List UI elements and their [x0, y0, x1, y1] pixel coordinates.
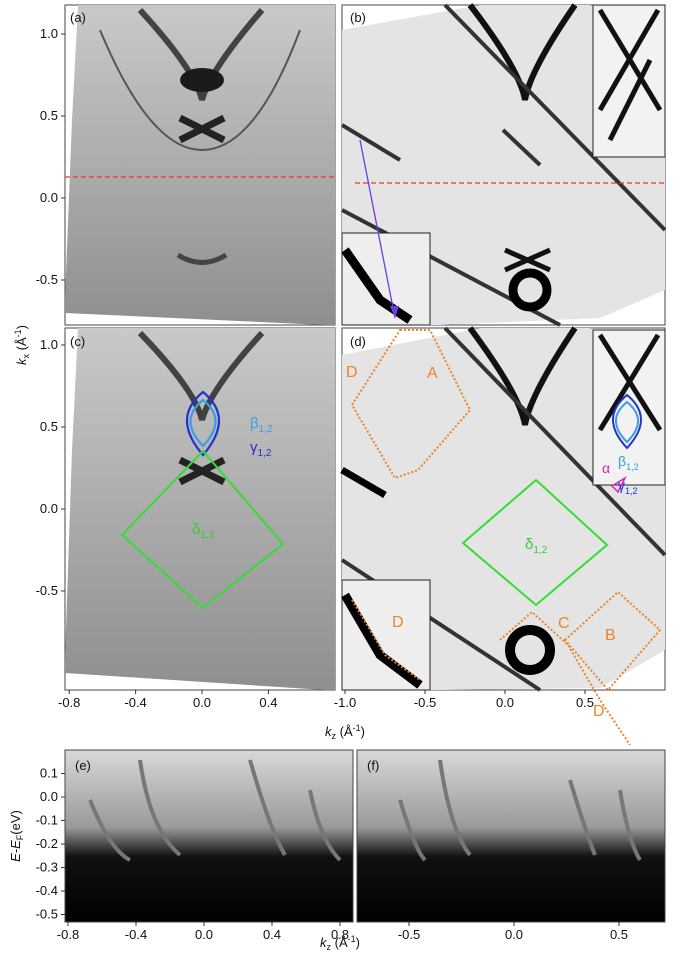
y-tick-label: -0.5 — [36, 907, 58, 922]
beta-sub: 1,2 — [626, 462, 639, 472]
delta-label: δ1,2 — [525, 536, 548, 556]
y-tick-label: 0.5 — [40, 419, 58, 434]
region-label: D — [346, 364, 358, 381]
axis-sub: x — [21, 353, 31, 358]
x-tick-label: -0.8 — [57, 927, 79, 942]
x-tick-label: -0.5 — [414, 695, 436, 710]
y-tick-label: -0.2 — [36, 836, 58, 851]
axis-unit: (eV) — [8, 810, 23, 835]
beta-symbol: β — [250, 415, 259, 432]
y-tick-label: -0.1 — [36, 813, 58, 828]
panel-label: (c) — [70, 334, 85, 349]
region-label: D — [593, 703, 605, 720]
panel-label: (b) — [350, 10, 366, 25]
region-label: C — [558, 615, 570, 632]
panel-c: (c) β1,2 γ1,2 δ1,2 — [64, 327, 336, 691]
beta-label: β1,2 — [618, 453, 639, 472]
x-tick-label: -0.4 — [125, 927, 147, 942]
panel-label: (a) — [70, 10, 86, 25]
x-tick-label: 0.5 — [576, 695, 594, 710]
x-tick-label: 0.0 — [193, 695, 211, 710]
beta-symbol: β — [618, 453, 626, 469]
gamma-sub: 1,2 — [625, 486, 638, 496]
x-tick-label: 0.8 — [331, 927, 349, 942]
panel-label: (f) — [367, 758, 379, 773]
axis-unit: ) — [361, 724, 365, 739]
region-label: B — [605, 627, 616, 644]
panel-d: (d) D A D C B D α β1,2 γ1,2 δ1,2 — [340, 326, 667, 746]
delta-sub: 1,2 — [200, 530, 214, 541]
x-tick-label: 0.4 — [259, 695, 277, 710]
panel-b: (b) — [340, 3, 667, 327]
axis-unit: (Å — [336, 724, 353, 739]
axis-symbol: E-E — [8, 840, 23, 862]
delta-label: δ1,2 — [192, 521, 215, 541]
x-tick-label: 0.5 — [610, 927, 628, 942]
x-tick-label: -1.0 — [334, 695, 356, 710]
y-tick-label: 0.0 — [40, 501, 58, 516]
axis-unit: ) — [356, 935, 360, 950]
y-tick-label: 0.0 — [40, 789, 58, 804]
panel-label: (e) — [75, 758, 91, 773]
y-tick-label: -0.3 — [36, 860, 58, 875]
y-tick-label: -0.5 — [36, 272, 58, 287]
y-tick-label: 0.5 — [40, 108, 58, 123]
axis-symbol: k — [14, 357, 29, 365]
x-tick-label: 0.4 — [263, 927, 281, 942]
y-tick-label: -0.5 — [36, 583, 58, 598]
gamma-symbol: γ — [618, 477, 625, 493]
energy-axis-title: E-EF(eV) — [8, 810, 25, 862]
axis-unit: (Å — [331, 935, 348, 950]
axis-sub: F — [15, 834, 25, 840]
x-tick-label: 0.0 — [505, 927, 523, 942]
y-tick-label: 0.0 — [40, 190, 58, 205]
axis-unit: (Å — [14, 337, 29, 354]
beta-label: β1,2 — [250, 415, 273, 435]
panel-label: (d) — [350, 334, 366, 349]
y-tick-label: -0.4 — [36, 883, 58, 898]
axis-symbol: k — [325, 724, 333, 739]
axis-exp: -1 — [13, 329, 23, 337]
x-tick-label: -0.5 — [398, 927, 420, 942]
axis-symbol: k — [320, 935, 328, 950]
delta-symbol: δ — [525, 536, 533, 553]
gamma-label: γ1,2 — [250, 439, 272, 459]
panel-f: (f) — [356, 749, 666, 923]
x-tick-label: 0.0 — [195, 927, 213, 942]
y-tick-label: 1.0 — [40, 337, 58, 352]
gamma-sub: 1,2 — [258, 448, 272, 459]
y-tick-label: 1.0 — [40, 26, 58, 41]
delta-sub: 1,2 — [533, 545, 547, 556]
gamma-symbol: γ — [250, 439, 258, 456]
x-tick-label: -0.8 — [58, 695, 80, 710]
kx-axis-title: kx (Å-1) — [13, 325, 31, 365]
region-label: D — [392, 614, 404, 631]
x-tick-label: -0.4 — [124, 695, 146, 710]
axis-exp: -1 — [348, 934, 356, 944]
region-label: A — [427, 365, 438, 382]
x-tick-label: 0.0 — [496, 695, 514, 710]
gamma-label: γ1,2 — [618, 477, 638, 496]
kz-axis-title: kz (Å-1) — [320, 934, 360, 952]
axis-sub: z — [332, 731, 337, 741]
panel-e: (e) — [64, 749, 354, 923]
beta-sub: 1,2 — [259, 424, 273, 435]
kz-axis-title: kz (Å-1) — [325, 723, 365, 741]
axis-sub: z — [327, 942, 332, 952]
axis-unit: ) — [14, 325, 29, 329]
delta-symbol: δ — [192, 521, 200, 538]
panel-a: (a) — [64, 4, 336, 326]
alpha-label: α — [602, 460, 610, 476]
y-tick-label: 0.1 — [40, 766, 58, 781]
axis-exp: -1 — [353, 723, 361, 733]
